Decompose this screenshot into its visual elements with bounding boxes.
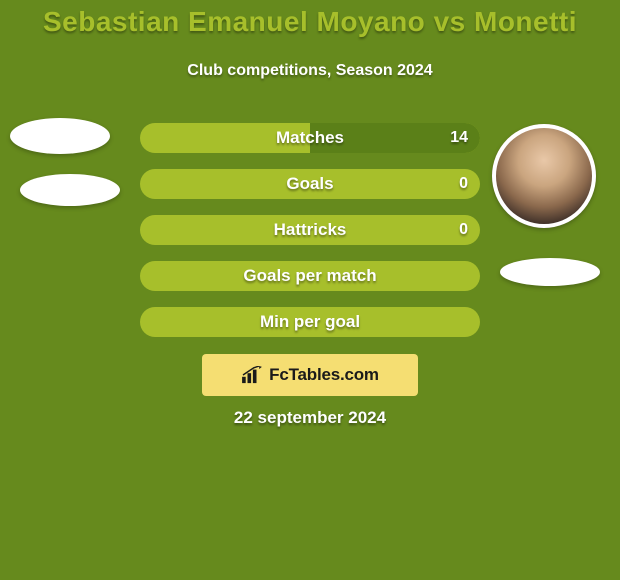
bar-label: Min per goal: [140, 307, 480, 337]
page-title: Sebastian Emanuel Moyano vs Monetti: [0, 6, 620, 38]
bar-chart-icon: [241, 366, 263, 384]
bar-label: Goals per match: [140, 261, 480, 291]
stat-bar: Goals per match: [140, 261, 480, 291]
bar-label: Matches: [140, 123, 480, 153]
date-line: 22 september 2024: [0, 408, 620, 428]
logo-text: FcTables.com: [269, 365, 379, 385]
bar-value-right: 14: [450, 123, 468, 153]
stat-bar: Matches14: [140, 123, 480, 153]
stat-bar: Hattricks0: [140, 215, 480, 245]
stat-bar: Goals0: [140, 169, 480, 199]
avatar-left-bottom: [20, 174, 120, 206]
subtitle: Club competitions, Season 2024: [0, 62, 620, 80]
logo-box: FcTables.com: [202, 354, 418, 396]
stat-bars: Matches14Goals0Hattricks0Goals per match…: [140, 123, 480, 353]
stat-bar: Min per goal: [140, 307, 480, 337]
bar-label: Hattricks: [140, 215, 480, 245]
bar-label: Goals: [140, 169, 480, 199]
avatar-right-bottom: [500, 258, 600, 286]
bar-value-right: 0: [459, 169, 468, 199]
avatar-left-top: [10, 118, 110, 154]
bar-value-right: 0: [459, 215, 468, 245]
avatar-right-photo: [492, 124, 596, 228]
